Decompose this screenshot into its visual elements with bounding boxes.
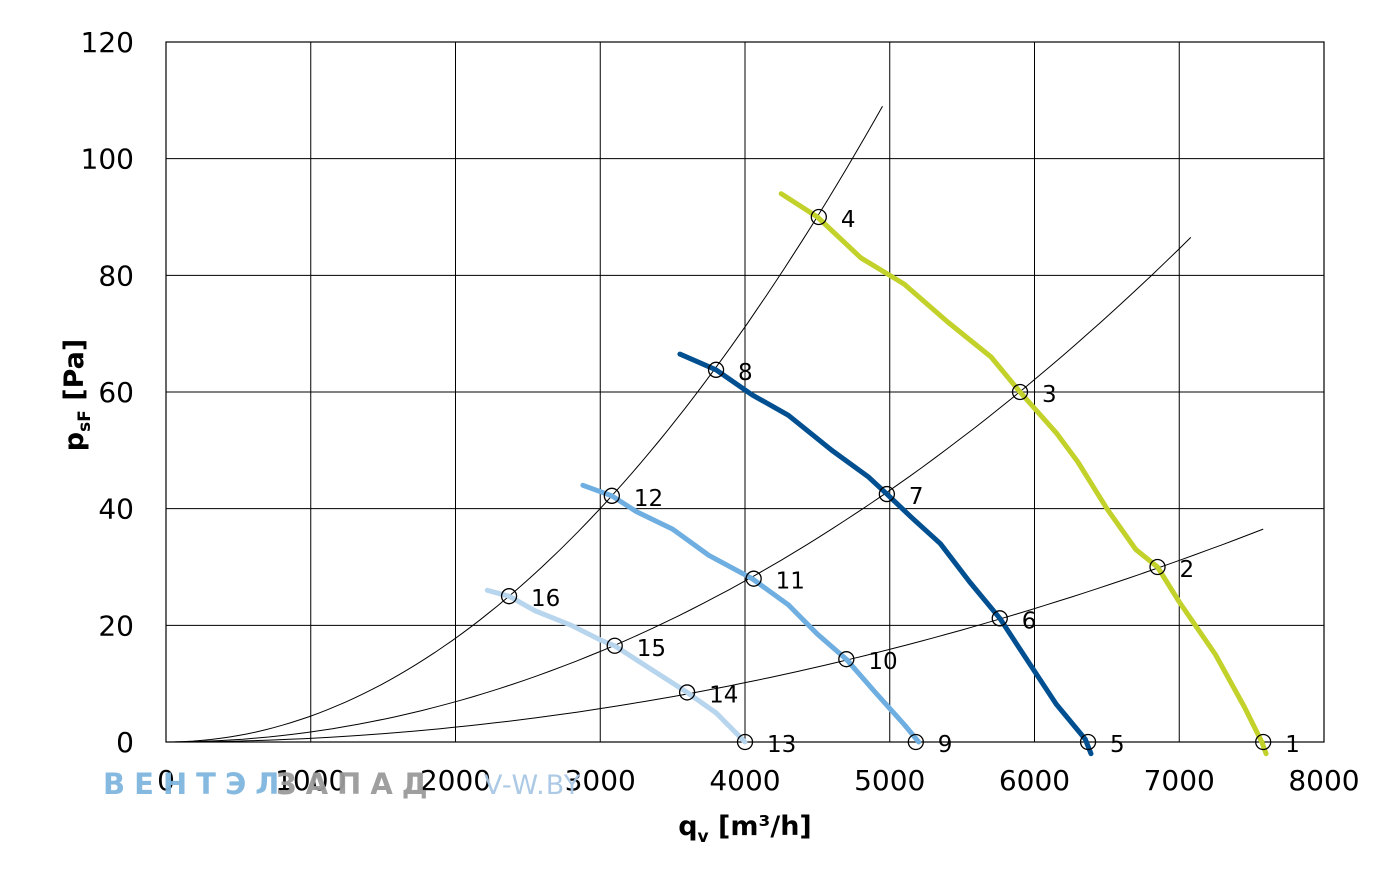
- fan-curve-1: [778, 191, 1269, 757]
- point-label-7: 7: [909, 484, 924, 510]
- point-label-8: 8: [738, 360, 753, 386]
- x-tick-label: 7000: [1144, 764, 1215, 797]
- x-axis-title: qv [m³/h]: [678, 811, 812, 847]
- x-tick-label: 8000: [1288, 764, 1359, 797]
- point-marker-11: [745, 570, 762, 587]
- watermark-brand-part1: ВЕНТЭЛ: [103, 767, 288, 801]
- y-axis-title-main: p: [59, 432, 90, 451]
- x-axis-ticks: 0 1000 2000 3000 4000 5000 6000 7000 8000: [157, 764, 1360, 797]
- y-tick-label: 80: [98, 259, 134, 292]
- point-label-5: 5: [1110, 732, 1125, 758]
- fan-curve-3: [580, 482, 922, 745]
- y-tick-label: 120: [81, 26, 134, 59]
- y-tick-label: 60: [98, 376, 134, 409]
- fan-curve-2: [677, 351, 1094, 757]
- x-tick-label: 3000: [565, 764, 636, 797]
- system-curve: [165, 105, 883, 743]
- watermark-brand-part2: ЗАПАД: [276, 767, 437, 801]
- y-axis-title-sub: sF: [75, 410, 95, 432]
- point-label-16: 16: [531, 586, 560, 612]
- y-tick-label: 0: [116, 726, 134, 759]
- point-label-6: 6: [1022, 608, 1037, 634]
- point-label-3: 3: [1042, 382, 1057, 408]
- point-marker-4: [810, 208, 827, 226]
- point-marker-15: [606, 637, 623, 654]
- point-marker-3: [1011, 383, 1029, 401]
- x-tick-label: 6000: [999, 764, 1070, 797]
- watermark: ВЕНТЭЛ ЗАПАД V-W.BY: [103, 767, 581, 801]
- point-label-9: 9: [938, 732, 953, 758]
- x-tick-label: 2000: [420, 764, 491, 797]
- point-marker-5: [1079, 733, 1097, 751]
- watermark-url: V-W.BY: [484, 770, 581, 801]
- point-label-11: 11: [776, 569, 805, 595]
- x-tick-label: 5000: [854, 764, 925, 797]
- y-axis-title-unit: [Pa]: [59, 339, 90, 410]
- point-marker-8: [707, 361, 725, 378]
- y-tick-label: 40: [98, 493, 134, 526]
- y-axis-ticks: 0 20 40 60 80 100 120: [81, 26, 134, 759]
- point-marker-12: [603, 487, 620, 504]
- point-label-14: 14: [709, 682, 738, 708]
- point-marker-6: [991, 610, 1008, 627]
- x-axis-title-sub: v: [698, 827, 709, 847]
- point-label-12: 12: [634, 486, 663, 512]
- point-label-2: 2: [1180, 557, 1195, 583]
- point-label-13: 13: [767, 732, 796, 758]
- x-axis-title-main: q: [678, 811, 697, 842]
- point-label-10: 10: [868, 649, 897, 675]
- x-tick-label: 4000: [709, 764, 780, 797]
- point-label-4: 4: [841, 207, 856, 233]
- point-marker-1: [1255, 733, 1272, 751]
- x-tick-label: 1000: [275, 764, 346, 797]
- point-marker-9: [907, 733, 924, 751]
- point-marker-13: [736, 733, 754, 751]
- y-axis-title: psF [Pa]: [59, 339, 95, 451]
- point-label-15: 15: [637, 636, 666, 662]
- point-marker-10: [838, 651, 855, 668]
- point-label-1: 1: [1285, 732, 1300, 758]
- y-tick-label: 100: [81, 143, 134, 176]
- point-marker-7: [878, 485, 896, 503]
- system-curve: [166, 528, 1264, 743]
- x-tick-label: 0: [157, 764, 175, 797]
- y-tick-label: 20: [98, 609, 134, 642]
- x-axis-title-unit: [m³/h]: [709, 811, 812, 842]
- point-marker-2: [1149, 558, 1166, 576]
- point-marker-16: [500, 588, 518, 605]
- point-marker-14: [678, 684, 696, 701]
